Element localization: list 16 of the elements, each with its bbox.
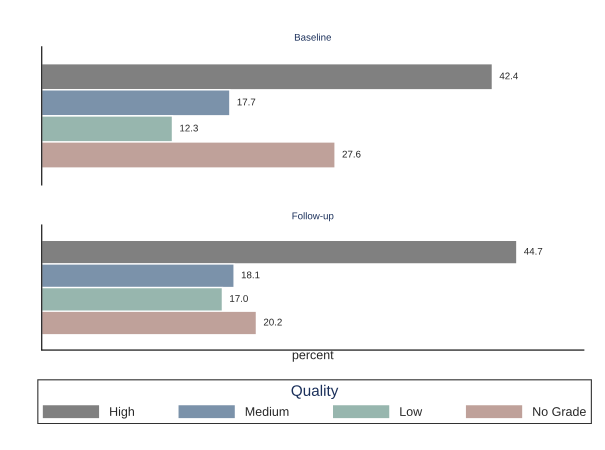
data-label: 44.7 (524, 248, 542, 255)
data-label: 42.4 (500, 72, 518, 80)
legend-label: High (110, 406, 134, 418)
legend-label: No Grade (533, 406, 586, 416)
data-label: 17.7 (238, 98, 256, 106)
chart-title: Follow-up (292, 212, 334, 222)
data-label: 18.1 (242, 271, 260, 278)
legend-title: Quality (292, 384, 338, 400)
data-label: 17.0 (230, 295, 248, 302)
x-axis-title: percent (292, 351, 334, 362)
legend-label: Medium (246, 406, 288, 416)
data-label: 12.3 (180, 124, 198, 132)
data-label: 27.6 (342, 150, 361, 158)
chart-title: Baseline (294, 34, 331, 41)
data-label: 20.2 (264, 318, 282, 326)
legend-label: Low (400, 407, 422, 416)
